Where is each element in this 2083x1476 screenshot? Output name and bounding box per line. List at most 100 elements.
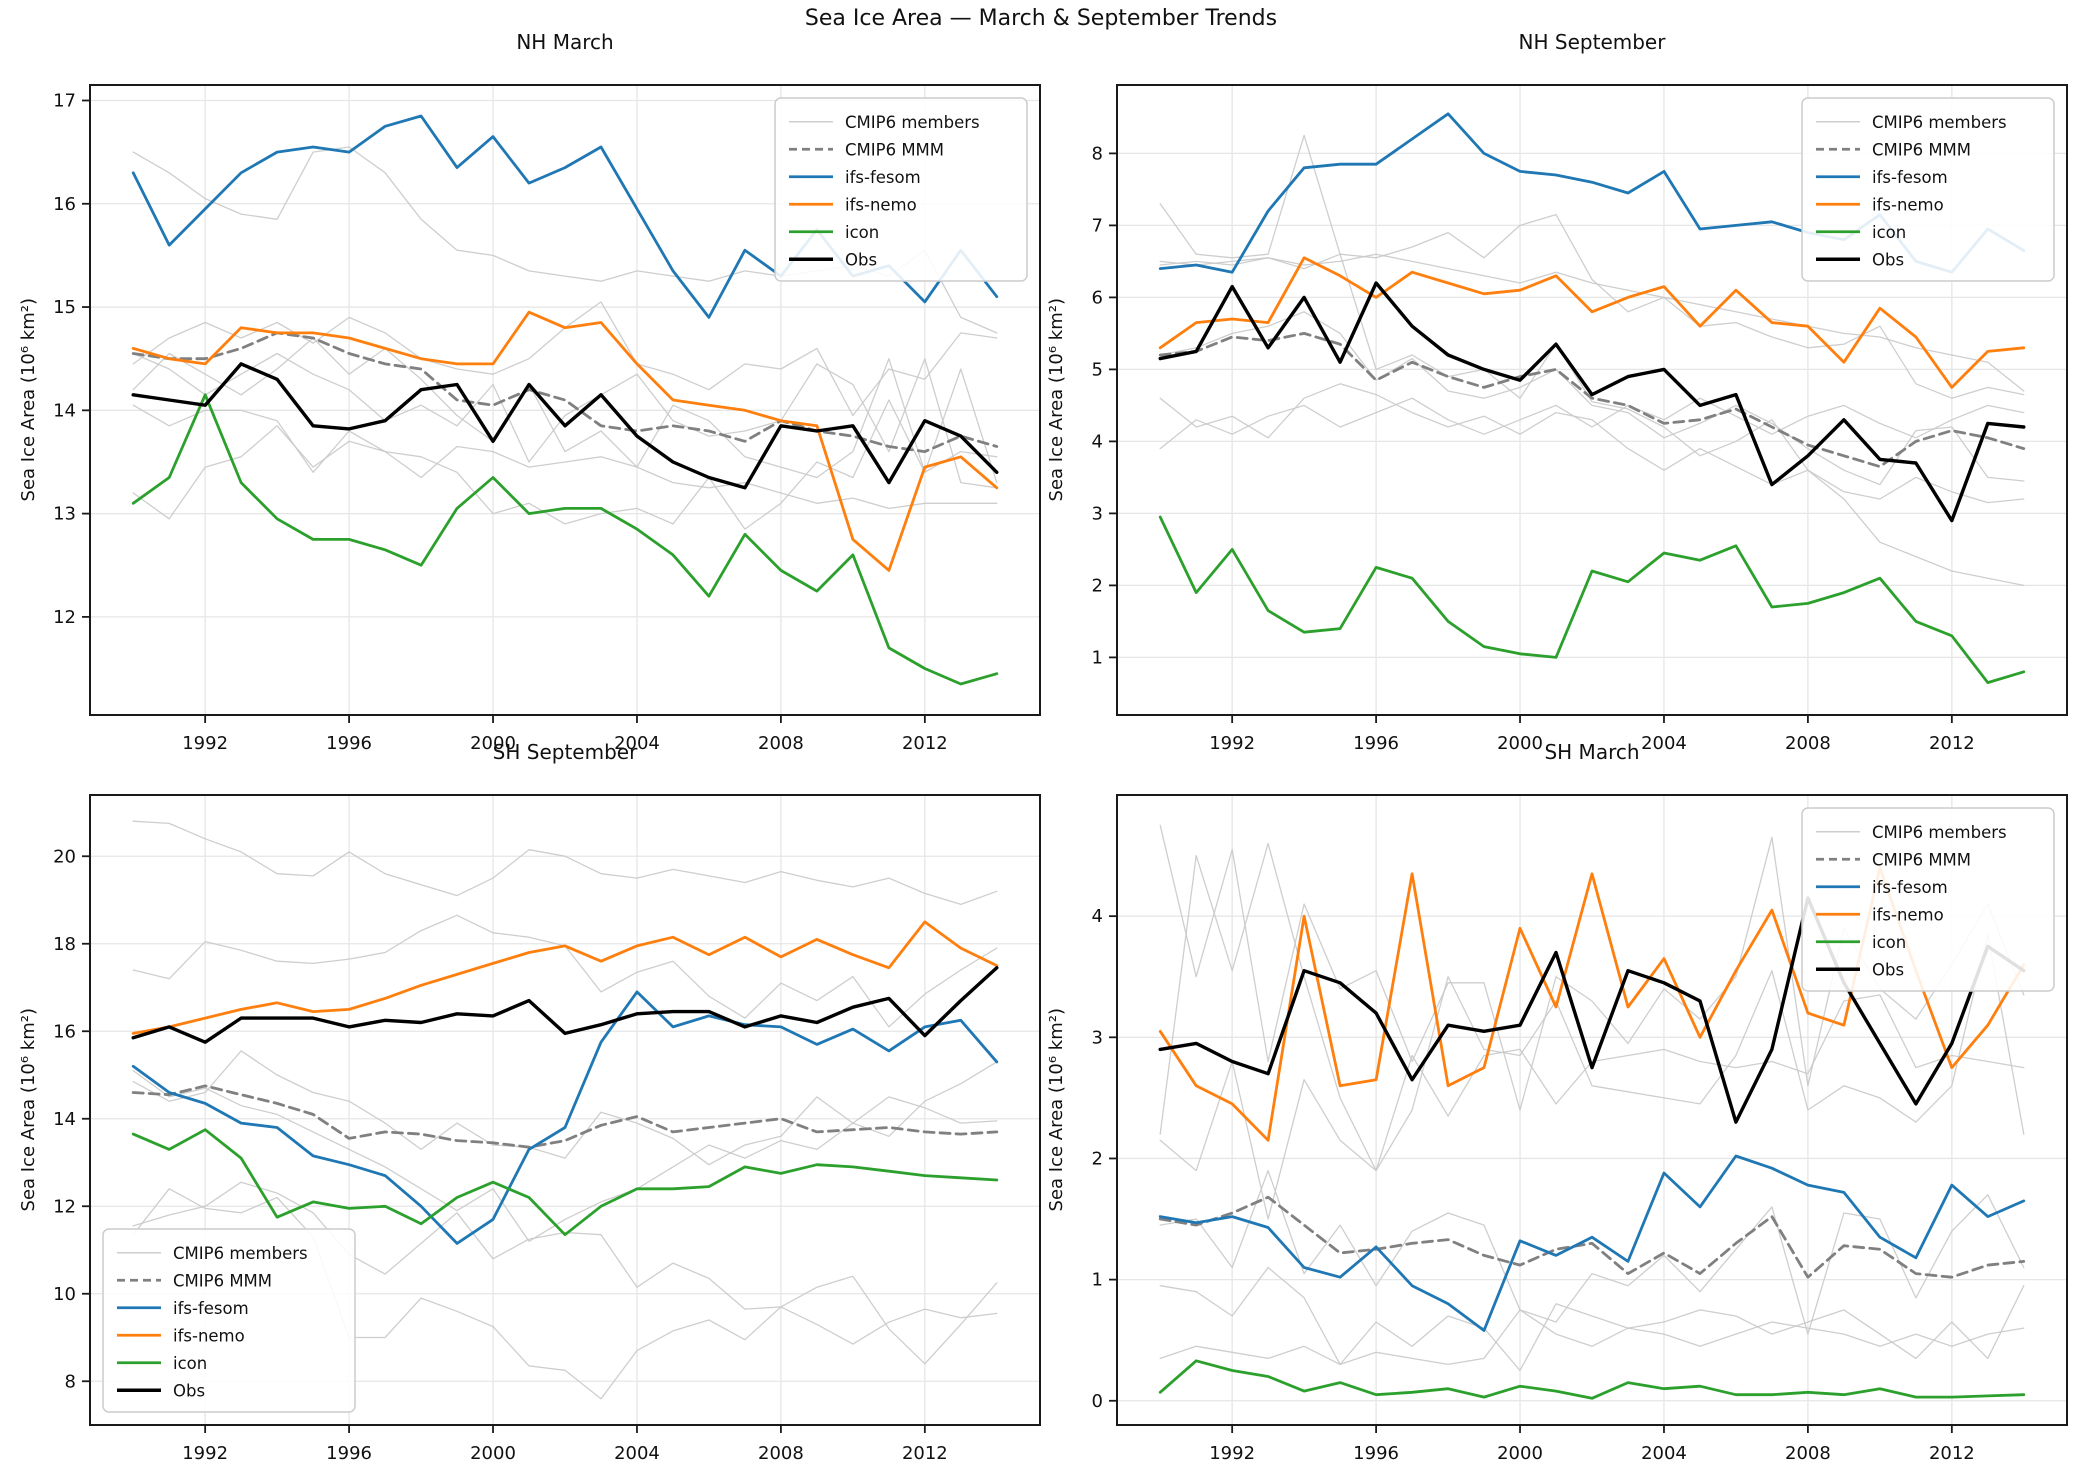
legend-label: Obs xyxy=(1872,960,1904,979)
ifs-nemo-line xyxy=(131,310,999,572)
y-axis-label-nh-september: Sea Ice Area (10⁶ km²) xyxy=(1045,298,1067,502)
axis-ticks: 1992 1996 2000 2004 2008 2012 12 13 14 15 16 17 xyxy=(53,90,948,754)
svg-text:20: 20 xyxy=(53,846,76,867)
legend-label: CMIP6 MMM xyxy=(1872,140,1971,159)
cmip6-member-line-2 xyxy=(1159,311,2025,486)
svg-text:3: 3 xyxy=(1092,1027,1103,1048)
svg-text:2008: 2008 xyxy=(758,1443,804,1464)
plot-border xyxy=(1116,794,2068,1426)
legend-label: ifs-fesom xyxy=(845,168,921,187)
panel-title-nh-march: NH March xyxy=(516,30,614,54)
svg-text:7: 7 xyxy=(1092,215,1103,236)
legend-label: CMIP6 members xyxy=(845,113,980,132)
legend-label: ifs-nemo xyxy=(845,195,917,214)
svg-text:2008: 2008 xyxy=(1785,733,1831,754)
nh-march-plot: 1992 1996 2000 2004 2008 2012 12 13 14 15 16 17 CMIP… xyxy=(53,84,1041,754)
ifs-nemo-line xyxy=(1158,256,2026,389)
cmip6-member-line-1 xyxy=(1159,213,2025,399)
svg-text:1992: 1992 xyxy=(1209,733,1255,754)
legend-label: icon xyxy=(173,1354,207,1373)
cmip6-member-line-2 xyxy=(1159,1169,2025,1335)
panel-title-sh-march: SH March xyxy=(1544,740,1640,764)
cmip6-member-line-3 xyxy=(1159,1266,2025,1372)
svg-text:2012: 2012 xyxy=(1929,1443,1975,1464)
legend-label: Obs xyxy=(173,1381,205,1400)
svg-text:12: 12 xyxy=(53,607,76,628)
svg-text:14: 14 xyxy=(53,400,76,421)
svg-text:2004: 2004 xyxy=(614,1443,660,1464)
cmip6-member-line-5 xyxy=(1159,253,2025,392)
ifs-fesom-line xyxy=(131,990,999,1245)
plot-border xyxy=(1116,84,2068,716)
svg-text:1992: 1992 xyxy=(1209,1443,1255,1464)
svg-text:10: 10 xyxy=(53,1284,76,1305)
ifs-fesom-line xyxy=(1158,1154,2026,1332)
svg-text:1996: 1996 xyxy=(326,733,372,754)
svg-text:1992: 1992 xyxy=(182,1443,228,1464)
obs-line xyxy=(1158,281,2026,523)
figure-title: Sea Ice Area — March & September Trends xyxy=(804,6,1278,31)
legend-label: CMIP6 MMM xyxy=(845,140,944,159)
svg-text:3: 3 xyxy=(1092,503,1103,524)
legend: CMIP6 members CMIP6 MMM ifs-fesom ifs-nemo i… xyxy=(774,97,1028,282)
cmip6-member-line-4 xyxy=(132,352,998,489)
cmip6-member-line-0 xyxy=(132,820,998,906)
legend-label: ifs-fesom xyxy=(1872,168,1948,187)
obs-line xyxy=(1158,896,2026,1124)
legend-label: ifs-nemo xyxy=(1872,195,1944,214)
legend-label: icon xyxy=(1872,933,1906,952)
y-axis-label-sh-september: Sea Ice Area (10⁶ km²) xyxy=(17,1008,39,1212)
svg-text:6: 6 xyxy=(1092,287,1103,308)
svg-text:1: 1 xyxy=(1092,1270,1103,1291)
icon-line xyxy=(1158,1359,2026,1400)
icon-line xyxy=(131,1128,999,1237)
cmip6-member-line-1 xyxy=(1159,994,2025,1220)
cmip6-member-line-4 xyxy=(1159,1309,2025,1366)
legend-label: ifs-nemo xyxy=(173,1326,245,1345)
svg-text:2000: 2000 xyxy=(1497,1443,1543,1464)
cmip6-member-line-3 xyxy=(1159,383,2025,504)
legend-label: ifs-nemo xyxy=(1872,905,1944,924)
svg-text:8: 8 xyxy=(1092,143,1103,164)
cmip6-mmm-line xyxy=(131,1084,999,1149)
legend: CMIP6 members CMIP6 MMM ifs-fesom ifs-nemo i… xyxy=(102,1228,356,1413)
legend-label: ifs-fesom xyxy=(173,1299,249,1318)
svg-text:18: 18 xyxy=(53,934,76,955)
svg-text:0: 0 xyxy=(1092,1391,1103,1412)
svg-text:8: 8 xyxy=(65,1371,76,1392)
svg-text:4: 4 xyxy=(1092,431,1103,452)
cmip6-mmm-line xyxy=(1158,1195,2026,1279)
obs-line xyxy=(131,362,999,490)
svg-text:13: 13 xyxy=(53,504,76,525)
svg-text:2004: 2004 xyxy=(1641,1443,1687,1464)
legend: CMIP6 members CMIP6 MMM ifs-fesom ifs-nemo i… xyxy=(1801,97,2055,282)
y-axis-label-nh-march: Sea Ice Area (10⁶ km²) xyxy=(17,298,39,502)
legend: CMIP6 members CMIP6 MMM ifs-fesom ifs-nemo i… xyxy=(1801,807,2055,992)
legend-label: icon xyxy=(1872,223,1906,242)
y-axis-label-sh-march: Sea Ice Area (10⁶ km²) xyxy=(1045,1008,1067,1212)
ifs-nemo-line xyxy=(131,920,999,1035)
cmip6-member-line-3 xyxy=(132,1181,998,1345)
svg-text:16: 16 xyxy=(53,194,76,215)
axis-ticks: 1992 1996 2000 2004 2008 2012 1 2 3 4 5 6 7 8 xyxy=(1092,143,1975,754)
icon-line xyxy=(131,393,999,686)
legend-label: Obs xyxy=(1872,250,1904,269)
cmip6-member-line-5 xyxy=(132,1061,998,1242)
cmip6-member-line-1 xyxy=(132,404,998,510)
legend-label: CMIP6 members xyxy=(1872,823,2007,842)
svg-text:2000: 2000 xyxy=(470,1443,516,1464)
legend-label: ifs-fesom xyxy=(1872,878,1948,897)
panel-title-sh-september: SH September xyxy=(492,740,638,764)
icon-line xyxy=(1158,515,2026,684)
svg-text:4: 4 xyxy=(1092,906,1103,927)
svg-text:1996: 1996 xyxy=(326,1443,372,1464)
svg-text:1992: 1992 xyxy=(182,733,228,754)
svg-text:2004: 2004 xyxy=(1641,733,1687,754)
plot-border xyxy=(89,794,1041,1426)
svg-text:2: 2 xyxy=(1092,575,1103,596)
legend-label: CMIP6 MMM xyxy=(173,1271,272,1290)
svg-text:1: 1 xyxy=(1092,647,1103,668)
